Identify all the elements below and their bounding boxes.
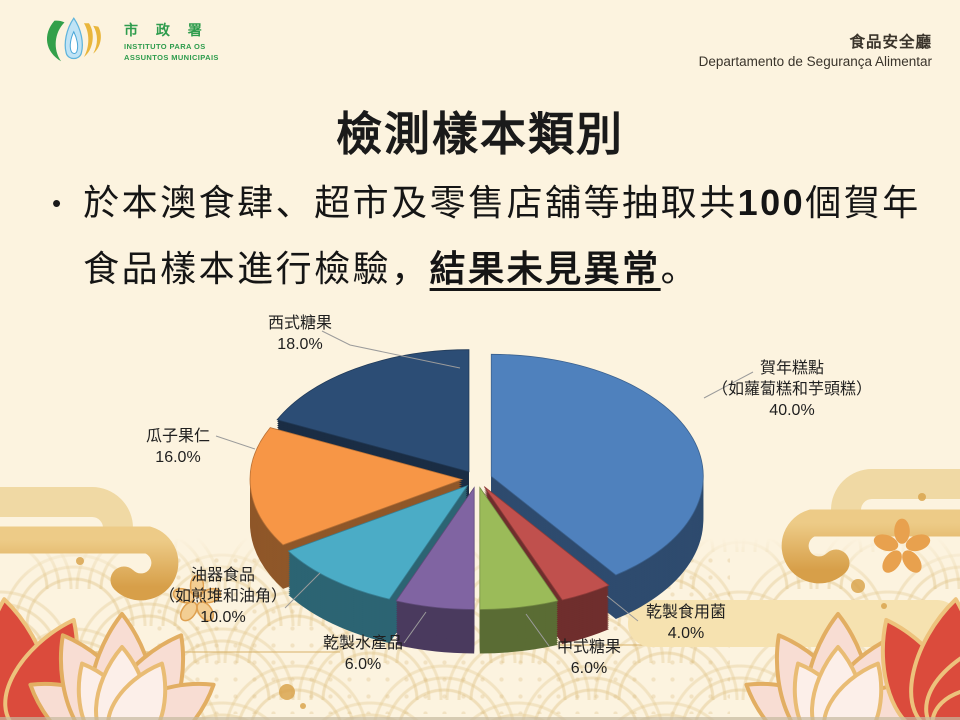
- logo-petal-green: [46, 20, 65, 62]
- logo-pt-1: INSTITUTO PARA OS: [124, 41, 206, 51]
- lotus-red-left: [0, 597, 80, 720]
- bullet-segment-1: 100: [737, 182, 806, 223]
- bullet-text: 於本澳食肆、超市及零售店舖等抽取共100個賀年食品樣本進行檢驗，結果未見異常。: [83, 170, 930, 302]
- pie-slice-3: [395, 486, 475, 654]
- iam-logo-text: 市 政 署 INSTITUTO PARA OS ASSUNTOS MUNICIP…: [124, 20, 219, 63]
- leader-line-5: [215, 435, 256, 450]
- gold-dot-1: [76, 557, 84, 565]
- bullet-segment-4: 。: [660, 248, 700, 289]
- lotus-pink-right-inner: [792, 645, 884, 720]
- gold-dot-5: [279, 684, 295, 700]
- bottom-edge-line: [0, 717, 960, 720]
- iam-logo: 市 政 署 INSTITUTO PARA OS ASSUNTOS MUNICIP…: [40, 12, 219, 70]
- logo-petal-yellow-2: [93, 25, 101, 54]
- page-title: 檢測樣本類別: [336, 108, 624, 160]
- leader-line-6: [321, 330, 461, 369]
- lotus-pink-left-inner: [76, 645, 168, 720]
- department-name-cn: 食品安全廳: [849, 34, 932, 51]
- lotus-red-right: [880, 597, 960, 720]
- leader-line-3: [403, 611, 427, 644]
- cloud-motif-left: [0, 487, 179, 601]
- gold-dot-6: [300, 703, 306, 709]
- pie-slice-0: [490, 353, 704, 620]
- leader-line-0: [703, 371, 754, 399]
- bullet-marker: •: [52, 188, 62, 218]
- cloud-bar-right: [628, 600, 960, 647]
- leader-lines: [215, 330, 754, 647]
- leader-line-1: [606, 595, 639, 622]
- logo-pt-2: ASSUNTOS MUNICIPAIS: [124, 53, 219, 62]
- bullet-segment-3: 結果未見異常: [429, 248, 661, 289]
- cloud-motif-right: [781, 469, 960, 584]
- bullet-segment-2: 個賀年食品樣本進行檢驗，: [83, 182, 921, 289]
- pie-slice-4: [287, 484, 469, 644]
- leader-line-4: [284, 572, 321, 609]
- sakura-right: [873, 518, 931, 573]
- gold-dot-3: [851, 579, 865, 593]
- bullet-item: • 於本澳食肆、超市及零售店舖等抽取共100個賀年食品樣本進行檢驗，結果未見異常…: [52, 170, 930, 302]
- iam-logo-mark: [46, 17, 101, 62]
- pie-slice-2: [479, 486, 559, 654]
- bullet-segment-0: 於本澳食肆、超市及零售店舖等抽取共: [83, 182, 738, 223]
- sakura-left: [172, 574, 222, 622]
- logo-cn: 市 政 署: [124, 21, 209, 38]
- logo-drop-inner: [69, 30, 79, 54]
- gold-dot-4: [881, 603, 887, 609]
- gold-dot-2: [918, 493, 926, 501]
- department-name-pt: Departamento de Segurança Alimentar: [698, 54, 932, 69]
- logo-petal-yellow-1: [83, 23, 93, 58]
- leader-line-2: [525, 613, 550, 647]
- department-header: 食品安全廳 Departamento de Segurança Alimenta…: [699, 30, 932, 69]
